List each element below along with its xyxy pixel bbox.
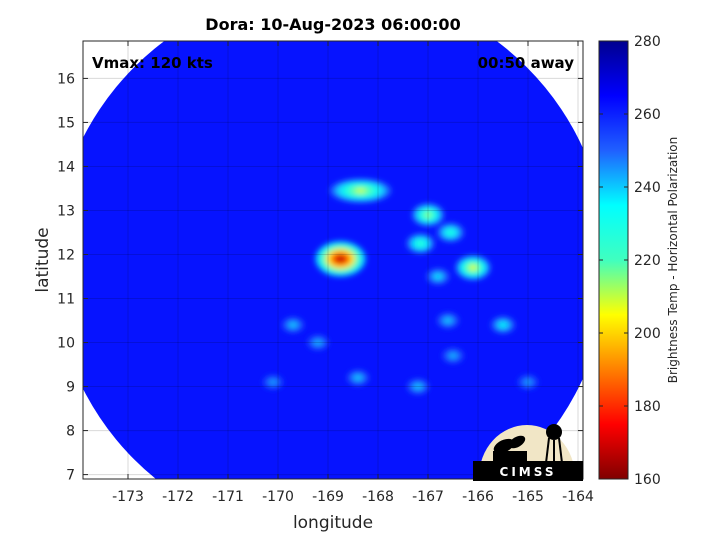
logo-water-tower-leg	[558, 437, 563, 464]
convective-cell	[426, 268, 450, 285]
convective-cell	[436, 222, 465, 243]
swath-layer	[83, 41, 583, 479]
x-tick-label: -171	[212, 489, 244, 505]
y-tick-label: 11	[57, 292, 75, 308]
logo-satellite-dish-icon	[493, 438, 515, 454]
convective-cell	[307, 334, 329, 351]
x-tick-label: -164	[562, 489, 594, 505]
plot-title: Dora: 10-Aug-2023 06:00:00	[205, 15, 460, 34]
grid-lines	[83, 41, 583, 479]
x-ticks: -173 -172 -171 -170 -169 -168 -167 -166 -165 -164	[112, 41, 594, 505]
convective-cell	[346, 369, 370, 386]
x-tick-label: -169	[312, 489, 344, 505]
y-tick-label: 10	[57, 336, 75, 352]
convective-cell	[490, 316, 516, 334]
x-axis-label: longitude	[293, 513, 373, 533]
convective-cell	[330, 178, 391, 203]
convective-cell	[406, 233, 435, 254]
colorbar-ticks: 160 180 200 220 240 260 280	[599, 34, 661, 488]
x-tick-label: -170	[262, 489, 294, 505]
vmax-annotation: Vmax: 120 kts	[92, 54, 213, 72]
colorbar	[598, 40, 629, 480]
convective-cell	[315, 241, 366, 277]
axes-frame	[82, 40, 584, 480]
y-tick-label: 7	[66, 468, 75, 484]
logo-satellite-dish-icon-2	[508, 435, 526, 449]
convective-cell	[455, 255, 491, 281]
logo-banner	[473, 461, 583, 481]
colorbar-tick-label: 260	[634, 107, 661, 123]
logo-water-tower-leg	[545, 437, 550, 464]
y-tick-label: 12	[57, 247, 75, 263]
x-tick-label: -166	[462, 489, 494, 505]
logo-text: CIMSS	[500, 465, 557, 479]
x-tick-label: -172	[162, 489, 194, 505]
x-tick-label: -168	[362, 489, 394, 505]
cimss-logo: CIMSS	[473, 424, 583, 481]
convective-cell	[411, 203, 445, 227]
convective-cell	[436, 312, 460, 329]
logo-water-tower-icon	[546, 424, 562, 440]
convective-cell	[406, 378, 430, 395]
convective-cell	[517, 374, 539, 390]
colorbar-tick-label: 240	[634, 180, 661, 196]
colorbar-tick-label: 180	[634, 399, 661, 415]
y-tick-label: 9	[66, 380, 75, 396]
x-tick-label: -167	[412, 489, 444, 505]
convective-cell	[442, 348, 464, 364]
x-tick-label: -173	[112, 489, 144, 505]
colorbar-tick-label: 280	[634, 34, 661, 50]
colorbar-tick-label: 220	[634, 253, 661, 269]
colorbar-tick-label: 200	[634, 326, 661, 342]
time-away-annotation: 00:50 away	[478, 54, 575, 72]
y-tick-label: 16	[57, 71, 75, 87]
logo-building-icon	[493, 451, 527, 463]
convective-cell	[262, 374, 284, 390]
y-axis-label: latitude	[33, 227, 53, 292]
x-tick-label: -165	[512, 489, 544, 505]
y-tick-label: 8	[66, 424, 75, 440]
convective-cell	[281, 316, 305, 333]
colorbar-label: Brightness Temp - Horizontal Polarizatio…	[666, 137, 680, 384]
y-tick-label: 15	[57, 115, 75, 131]
convective-features	[262, 178, 539, 395]
y-tick-label: 13	[57, 203, 75, 219]
y-tick-label: 14	[57, 159, 75, 175]
colorbar-tick-label: 160	[634, 472, 661, 488]
